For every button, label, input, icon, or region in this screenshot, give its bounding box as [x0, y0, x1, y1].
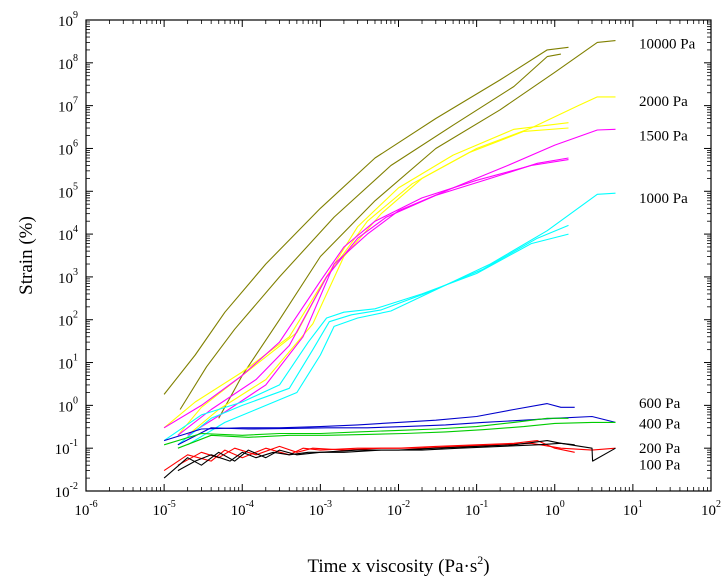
tick-layer [85, 19, 712, 492]
series-line-2000-pa-1 [163, 122, 569, 429]
x-tick-label: 10-4 [231, 499, 254, 519]
y-tick-label: 105 [58, 181, 78, 201]
series-line-400-pa-1 [163, 417, 569, 446]
x-axis-title-main: Time x viscosity (Pa·s [307, 556, 477, 577]
series-line-1000-pa-3 [187, 192, 616, 446]
x-tick-label: 10-6 [74, 499, 97, 519]
label-layer: 10-6 10-5 10-4 10-3 10-2 10-1 100 101 102 10-2 10-… [55, 10, 721, 519]
y-tick-label: 100 [58, 395, 78, 415]
series-label-10000-pa: 10000 Pa [639, 37, 696, 53]
series-line-100-pa-2 [177, 442, 616, 472]
y-tick-label: 103 [58, 267, 78, 287]
series-layer [163, 40, 616, 479]
series-line-10000-pa-3 [218, 40, 616, 419]
series-label-200-pa: 200 Pa [639, 441, 681, 457]
series-line-100-pa-1 [163, 440, 575, 479]
series-label-400-pa: 400 Pa [639, 416, 681, 432]
series-line-1500-pa-2 [177, 157, 569, 436]
x-tick-label: 10-3 [309, 499, 332, 519]
series-label-600-pa: 600 Pa [639, 396, 681, 412]
y-tick-label: 10-1 [55, 438, 78, 458]
x-tick-label: 10-1 [465, 499, 488, 519]
y-tick-label: 10-2 [55, 481, 78, 501]
series-label-2000-pa: 2000 Pa [639, 94, 688, 110]
y-tick-label: 104 [58, 224, 78, 244]
y-tick-label: 107 [58, 96, 78, 116]
series-line-10000-pa-1 [163, 46, 569, 395]
series-label-1500-pa: 1500 Pa [639, 129, 688, 145]
plot-frame [85, 19, 712, 492]
x-tick-label: 10-5 [152, 499, 175, 519]
series-label-1000-pa: 1000 Pa [639, 191, 688, 207]
y-axis-title: Strain (%) [16, 216, 37, 295]
series-line-2000-pa-3 [187, 96, 616, 436]
series-line-400-pa-2 [177, 421, 616, 449]
series-line-2000-pa-2 [177, 127, 569, 436]
x-axis-title-close: ) [483, 556, 489, 577]
series-line-1000-pa-2 [177, 224, 569, 446]
x-tick-label: 100 [545, 499, 565, 519]
x-tick-label: 101 [623, 499, 643, 519]
x-axis-title-sup: 2 [477, 553, 483, 567]
y-tick-label: 102 [58, 310, 78, 330]
x-tick-label: 102 [701, 499, 721, 519]
y-tick-label: 108 [58, 53, 78, 73]
series-label-100-pa: 100 Pa [639, 457, 681, 473]
y-tick-label: 106 [58, 138, 78, 158]
series-line-600-pa-1 [163, 403, 575, 442]
series-line-1500-pa-1 [163, 159, 569, 429]
series-line-1000-pa-1 [163, 233, 569, 442]
x-axis-title: Time x viscosity (Pa·s2) [307, 553, 489, 577]
y-tick-label: 101 [58, 353, 78, 373]
series-line-10000-pa-2 [179, 53, 561, 410]
y-tick-label: 109 [58, 10, 78, 30]
x-tick-label: 10-2 [387, 499, 410, 519]
series-line-1500-pa-3 [187, 128, 616, 436]
